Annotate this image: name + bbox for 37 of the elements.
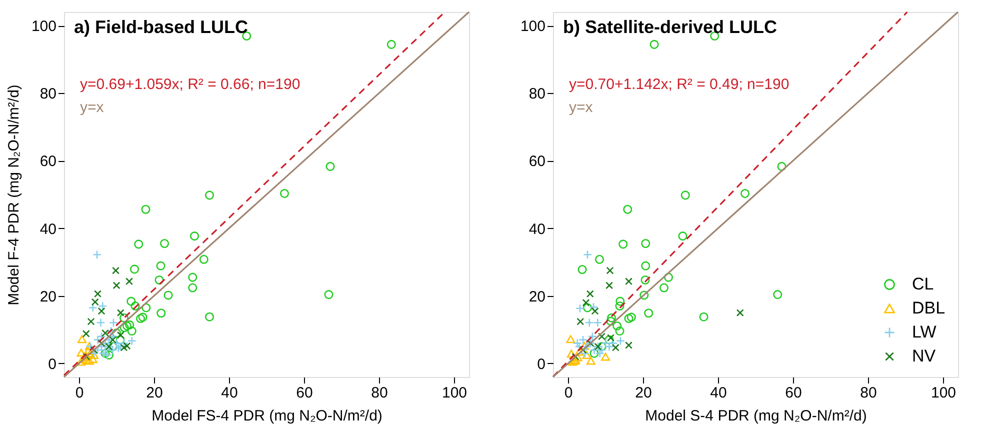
legend-label: LW (912, 322, 936, 342)
y-tick-label: 0 (48, 356, 56, 373)
y-tick-label: 0 (537, 356, 546, 373)
y-tick-label: 60 (40, 153, 56, 170)
chart-title: a) Field-based LULC (74, 17, 248, 37)
y-tick-label: 40 (528, 220, 546, 238)
x-tick-label: 100 (442, 384, 468, 402)
annotation: y=x (569, 99, 594, 116)
x-axis-title: Model FS-4 PDR (mg N₂O-N/m²/d) (152, 408, 382, 424)
x-tick-label: 40 (710, 384, 727, 402)
legend-label: DBL (912, 298, 946, 318)
annotation: y=0.70+1.142x; R² = 0.49; n=190 (569, 76, 790, 93)
y-tick-label: 40 (40, 220, 56, 238)
annotation: y=x (80, 99, 104, 116)
x-tick-label: 80 (860, 384, 877, 402)
x-tick-label: 80 (371, 384, 388, 402)
x-tick-label: 20 (146, 384, 163, 402)
legend-label: NV (912, 346, 936, 366)
chart-title: b) Satellite-derived LULC (563, 17, 778, 37)
y-tick-label: 60 (528, 153, 546, 170)
y-tick-label: 20 (528, 288, 546, 306)
x-tick-label: 0 (75, 384, 84, 402)
x-tick-label: 60 (296, 384, 313, 402)
y-tick-label: 100 (31, 18, 56, 36)
legend-label: CL (912, 274, 934, 294)
y-tick-label: 80 (40, 86, 56, 103)
x-tick-label: 60 (785, 384, 802, 402)
x-tick-label: 20 (635, 384, 652, 402)
y-tick-label: 100 (520, 18, 546, 36)
y-axis-title: Model F-4 PDR (mg N₂O-N/m²/d) (5, 84, 22, 306)
annotation: y=0.69+1.059x; R² = 0.66; n=190 (80, 76, 300, 93)
x-tick-label: 40 (221, 384, 238, 402)
x-tick-label: 0 (564, 384, 573, 402)
x-tick-label: 100 (930, 384, 956, 402)
x-axis-title: Model S-4 PDR (mg N₂O-N/m²/d) (645, 408, 867, 424)
y-tick-label: 20 (40, 288, 56, 306)
y-tick-label: 80 (528, 86, 546, 103)
